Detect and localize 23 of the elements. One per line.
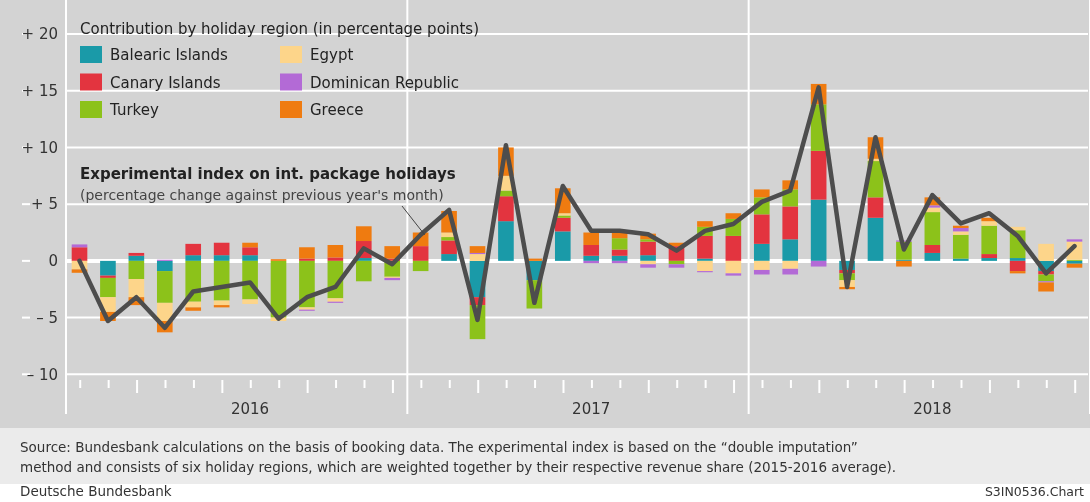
text: method and consists of six holiday regions, which are weighted together by their respective revenue share (2015-2016 average). — [20, 459, 897, 475]
x-tick-label: 2017 — [572, 400, 611, 419]
legend-title: Contribution by holiday region (in percentage points) — [80, 20, 480, 38]
legend-label: Egypt — [310, 46, 354, 64]
legend-label: Dominican Republic — [310, 73, 460, 92]
annotation: (percentage change against previous year's month) — [80, 187, 444, 203]
text: S3IN0536.Chart — [984, 484, 1085, 499]
legend-label: Turkey — [109, 101, 159, 119]
y-tick-label: + 15 — [21, 81, 58, 100]
y-tick-label: + 10 — [21, 138, 58, 157]
y-tick-label: – 5 — [36, 308, 58, 327]
series-label: Experimental index on int. package holidays — [80, 165, 456, 183]
text: Deutsche Bundesbank — [20, 483, 172, 499]
legend-label: Canary Islands — [110, 73, 221, 92]
y-tick-label: 0 — [48, 252, 58, 271]
y-tick-label: + 5 — [31, 195, 58, 214]
legend-label: Greece — [310, 101, 364, 119]
x-tick-label: 2018 — [913, 400, 952, 419]
legend-label: Balearic Islands — [110, 46, 229, 64]
y-tick-label: – 10 — [26, 365, 58, 384]
y-tick-label: + 20 — [21, 25, 58, 44]
x-tick-label: 2016 — [230, 400, 270, 419]
source-note: Source: Bundesbank calculations on the basis of booking data. The experimental index is based on the “double imputation” — [20, 439, 858, 455]
